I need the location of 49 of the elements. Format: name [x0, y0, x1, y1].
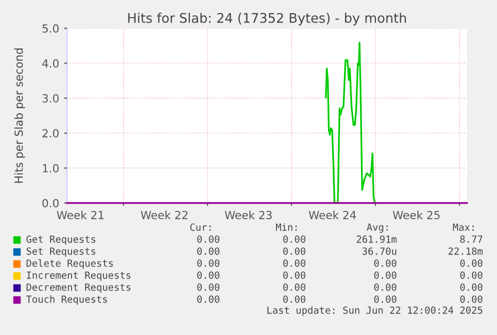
text: 0.00: [283, 283, 306, 291]
y-tick-label: 1.0: [42, 164, 59, 172]
text: 0.00: [197, 259, 220, 267]
text: 0.00: [460, 259, 482, 267]
text: 0.00: [197, 271, 220, 279]
y-tick-label: 5.0: [42, 24, 59, 33]
line-series: [325, 42, 376, 204]
text: 0.00: [283, 259, 306, 267]
legend-label: Get Requests: [26, 235, 96, 245]
legend-label: Decrement Requests: [26, 284, 130, 293]
x-tick-label: Week 24: [308, 210, 356, 220]
text: 22.18m: [448, 247, 483, 255]
text: Min:: [276, 223, 297, 231]
x-tick-label: Week 22: [140, 210, 188, 220]
text: 36.70u: [362, 247, 396, 255]
text: 0.00: [197, 295, 220, 303]
text: 0.00: [374, 283, 396, 291]
legend-label: Set Requests: [26, 247, 96, 257]
text: 0.00: [283, 271, 306, 279]
text: 0.00: [197, 283, 220, 291]
text: 261.91m: [356, 235, 397, 243]
y-tick-label: 0.0: [42, 198, 59, 208]
y-axis-title: Hits per Slab per second: [14, 48, 26, 183]
y-tick-label: 2.0: [42, 129, 59, 138]
x-tick-label: Week 25: [392, 210, 440, 220]
x-tick-label: Week 21: [56, 210, 104, 220]
text: 0.00: [197, 247, 220, 255]
text: 0.00: [460, 283, 482, 291]
text: Max:: [452, 224, 474, 231]
text: 0.00: [460, 295, 482, 303]
text: 0.00: [283, 295, 306, 303]
text: 0.00: [374, 259, 396, 267]
y-tick-label: 3.0: [42, 94, 59, 103]
legend-label: Increment Requests: [26, 272, 130, 281]
y-tick-label: 4.0: [42, 59, 59, 68]
text: Avg:: [366, 224, 388, 233]
text: 8.77: [460, 235, 482, 243]
text: 0.00: [197, 235, 220, 243]
text: 0.00: [283, 235, 306, 243]
text: 0.00: [374, 295, 396, 303]
text: Last update: Sun Jun 22 12:00:24 2025: [267, 306, 482, 316]
legend-label: Touch Requests: [26, 295, 107, 305]
text: 0.00: [283, 247, 306, 255]
text: 0.00: [374, 271, 396, 279]
x-tick-label: Week 23: [224, 210, 272, 220]
text: Cur:: [190, 223, 211, 231]
legend-label: Delete Requests: [26, 259, 113, 269]
text: 0.00: [460, 271, 482, 279]
chart-title: Hits for Slab: 24 (17352 Bytes) - by month: [128, 12, 406, 26]
